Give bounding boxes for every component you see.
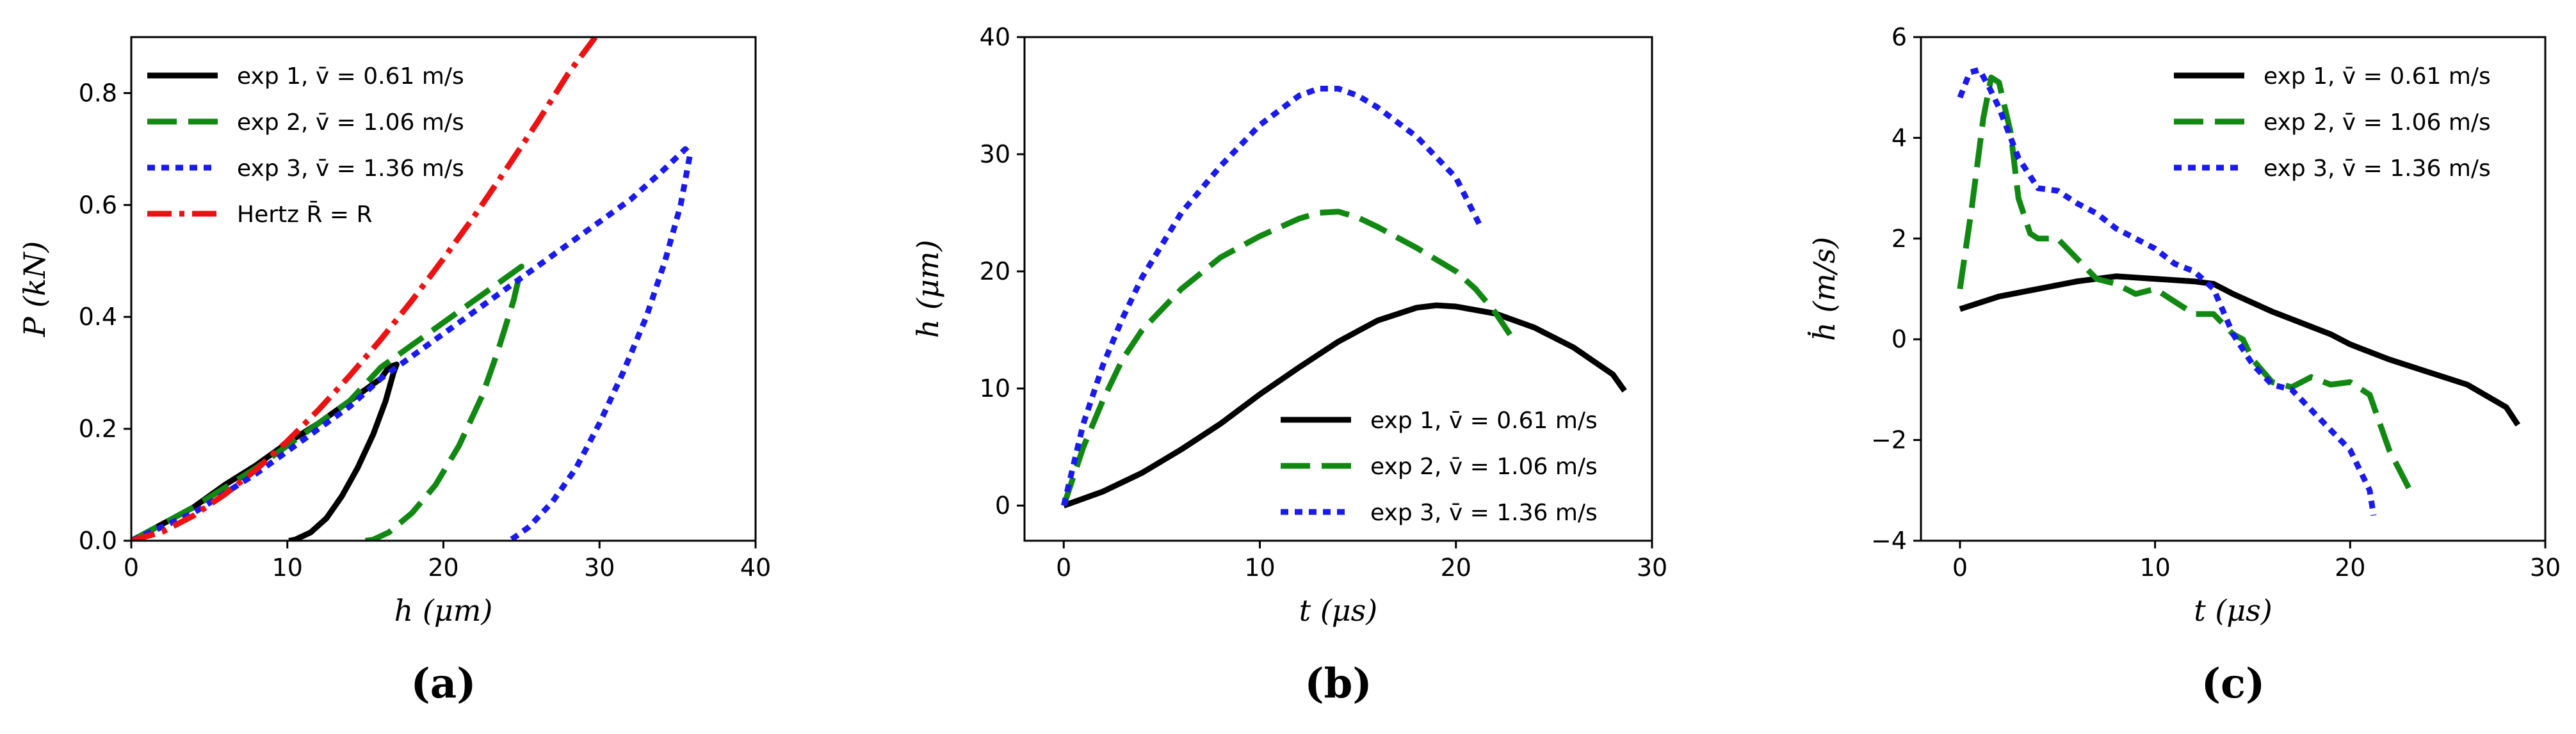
series-line-2	[131, 264, 524, 541]
y-tick-label: 40	[980, 23, 1010, 51]
y-tick-label: 0	[1891, 325, 1907, 353]
series-line-3	[1957, 67, 2377, 516]
x-axis-label: t (μs)	[1299, 593, 1378, 628]
y-tick-label: 0.4	[79, 303, 117, 331]
y-tick-label: −2	[1871, 426, 1907, 454]
y-tick-label: −4	[1871, 527, 1907, 555]
y-tick-label: 4	[1891, 124, 1907, 152]
series-line-2	[1957, 74, 2415, 497]
panel-a: 0 10 20 30 40 0.0 0.2 0.4 0.6 0.8 h (μm) P (kN) (a) e…	[17, 36, 771, 708]
y-axis-label: h (μm)	[911, 240, 945, 339]
legend-label-3: exp 3, v̄ = 1.36 m/s	[2264, 156, 2491, 182]
panel-b: 0 10 20 30 0 10 20 30 40 t (μs) h (μm) (b) exp 1, v̄…	[911, 23, 1667, 708]
legend-label-4: Hertz R̄ = R	[237, 200, 373, 228]
legend-label-2: exp 2, v̄ = 1.06 m/s	[2264, 109, 2491, 136]
x-tick-label: 0	[124, 554, 139, 582]
y-tick-label: 0.0	[79, 527, 117, 555]
legend-label-3: exp 3, v̄ = 1.36 m/s	[237, 156, 464, 182]
y-tick-label: 0.6	[79, 191, 117, 219]
x-tick-label: 30	[584, 554, 615, 582]
legend-label-2: exp 2, v̄ = 1.06 m/s	[237, 109, 464, 136]
series-line-3	[1060, 86, 1482, 507]
panel-caption: (b)	[1304, 660, 1372, 708]
x-axis-label: t (μs)	[2194, 593, 2272, 628]
x-tick-label: 10	[272, 554, 303, 582]
x-tick-label: 10	[2139, 554, 2170, 582]
y-tick-label: 2	[1891, 225, 1907, 253]
x-tick-label: 0	[1952, 554, 1968, 582]
series-line-1	[1959, 273, 2521, 427]
legend-label-3: exp 3, v̄ = 1.36 m/s	[1370, 500, 1598, 526]
legend-label-1: exp 1, v̄ = 0.61 m/s	[1370, 408, 1598, 434]
y-tick-label: 0.8	[79, 79, 117, 107]
panel-caption: (a)	[410, 660, 476, 708]
y-tick-label: 30	[980, 140, 1010, 168]
x-tick-label: 40	[740, 554, 771, 582]
y-axis-label: P (kN)	[17, 241, 52, 338]
series-line-1	[131, 362, 400, 541]
legend-label-1: exp 1, v̄ = 0.61 m/s	[2264, 63, 2491, 90]
legend-label-1: exp 1, v̄ = 0.61 m/s	[237, 63, 464, 90]
x-tick-label: 10	[1244, 554, 1275, 582]
y-tick-label: 0	[995, 491, 1010, 520]
x-tick-label: 20	[428, 554, 458, 582]
x-axis-label: h (μm)	[394, 593, 493, 628]
x-tick-label: 20	[1441, 554, 1471, 582]
x-tick-label: 20	[2335, 554, 2365, 582]
y-tick-label: 0.2	[79, 415, 117, 443]
legend-label-2: exp 2, v̄ = 1.06 m/s	[1370, 454, 1598, 480]
x-tick-label: 30	[2530, 554, 2561, 582]
series-line-1	[1062, 302, 1627, 509]
x-tick-label: 30	[1637, 554, 1667, 582]
series-line-2	[1061, 209, 1518, 507]
series-line-4	[131, 37, 599, 541]
x-tick-label: 0	[1056, 554, 1071, 582]
axes-frame	[1023, 36, 1653, 542]
panel-c: 0 10 20 30 −4 −2 0 2 4 6 t (μs) ḣ (m/s) (c) exp 1, v̄…	[1807, 23, 2561, 708]
series-line-3	[131, 146, 693, 541]
y-tick-label: 10	[980, 374, 1010, 403]
y-tick-label: 20	[980, 257, 1010, 285]
axes-frame	[1920, 36, 2547, 542]
panel-caption: (c)	[2201, 660, 2265, 708]
y-tick-label: 6	[1891, 23, 1907, 51]
y-axis-label: ḣ (m/s)	[1807, 237, 1842, 341]
